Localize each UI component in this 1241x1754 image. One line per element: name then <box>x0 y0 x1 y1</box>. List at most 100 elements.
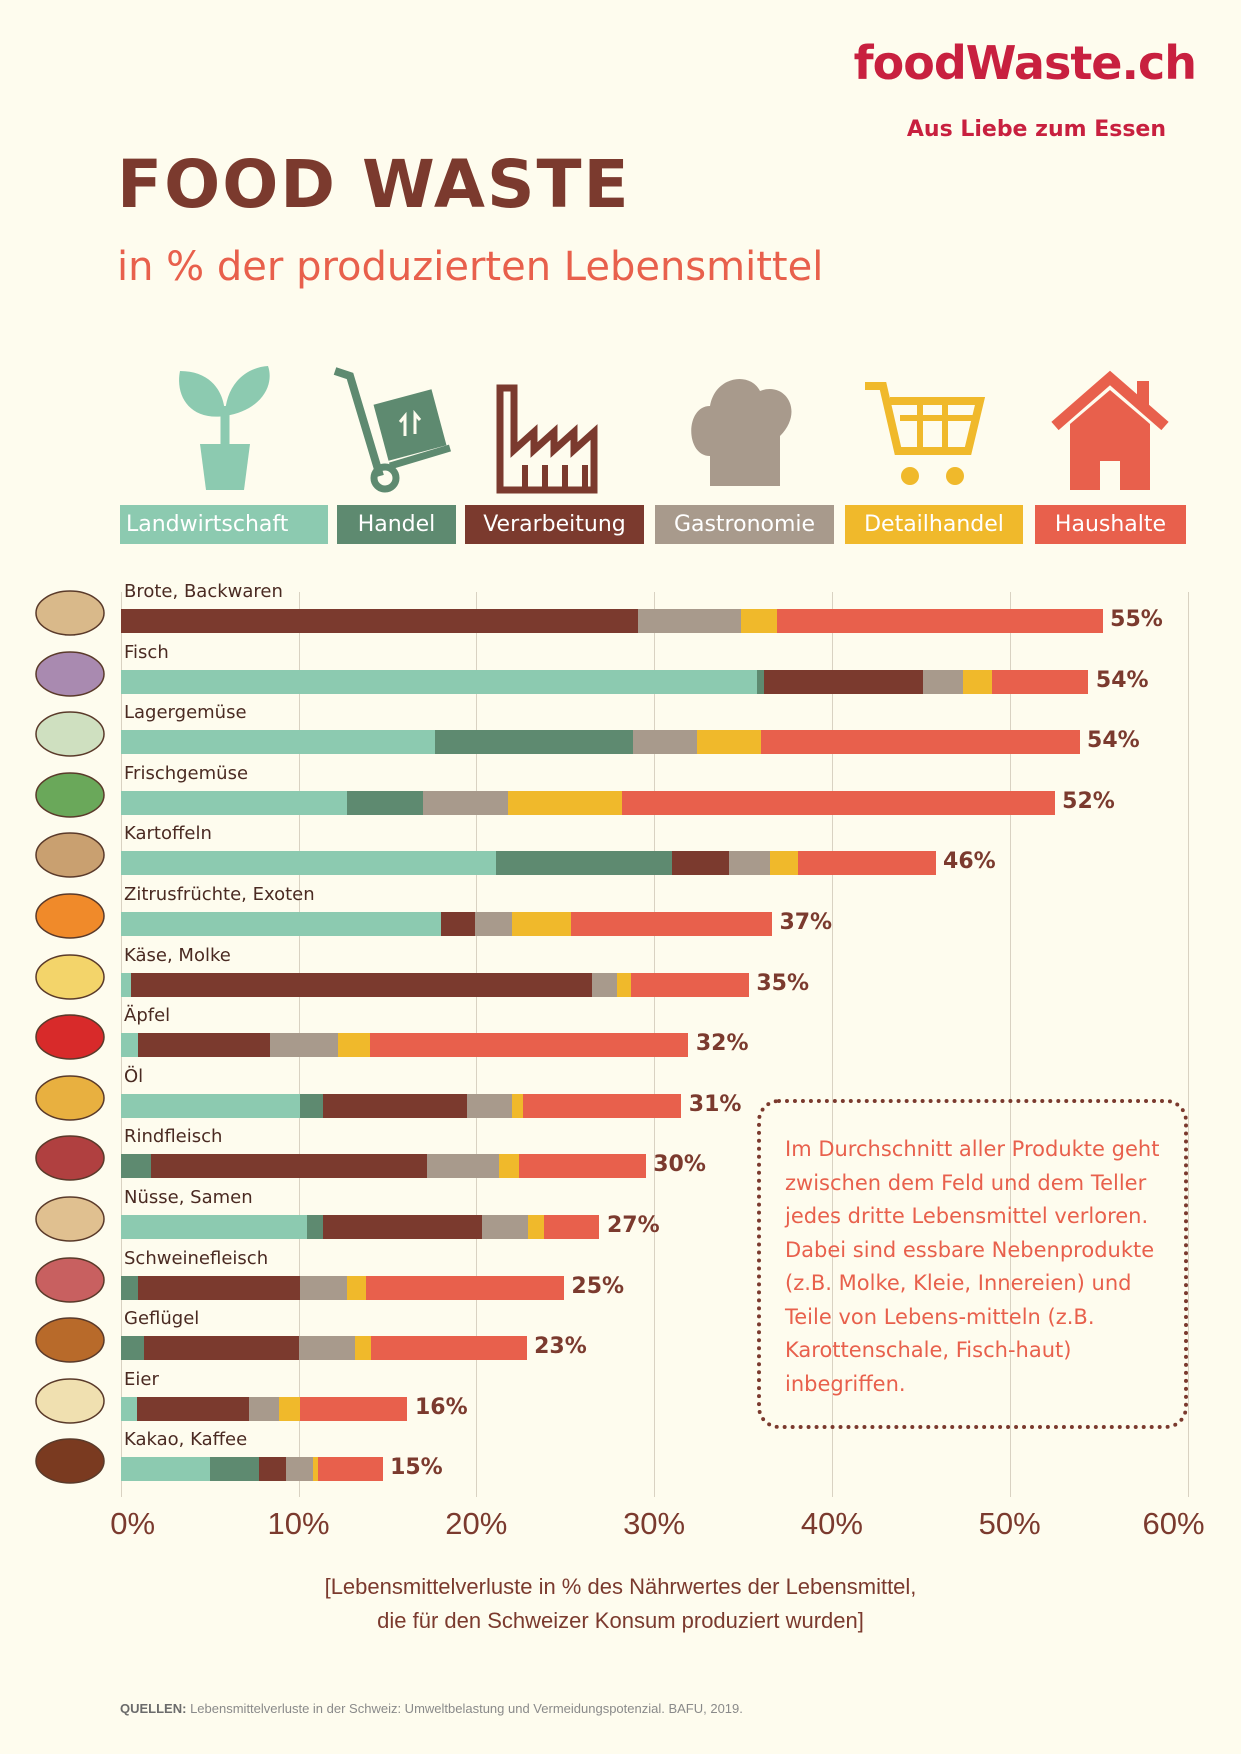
bar-segment-haushalte <box>318 1457 383 1482</box>
bar-segment-haushalte <box>570 912 772 936</box>
bar-segment-detailhandel <box>741 609 778 633</box>
total-label: 16% <box>414 1394 468 1420</box>
bar-segment-handel <box>346 790 424 815</box>
food-icon <box>28 704 112 760</box>
x-axis-caption: [Lebensmittelverluste in % des Nährwerte… <box>0 1570 1241 1638</box>
caption-line-1: [Lebensmittelverluste in % des Nährwerte… <box>324 1574 917 1599</box>
category-label: Lagergemüse <box>124 702 247 724</box>
category-label: Frischgemüse <box>124 762 249 784</box>
legend-gastronomie: Gastronomie <box>655 505 834 544</box>
bar-segment-gastronomie <box>270 1033 339 1058</box>
food-icon <box>28 886 112 942</box>
bar-segment-detailhandel <box>312 1457 319 1482</box>
bar-segment-verarbeitung <box>440 912 476 936</box>
plant-icon <box>179 366 270 490</box>
house-icon <box>1051 370 1169 490</box>
legend-label: Detailhandel <box>864 512 1004 537</box>
bar-segment-haushalte <box>798 851 936 876</box>
bar-segment-gastronomie <box>638 609 742 633</box>
bar-segment-handel <box>300 1093 324 1118</box>
bar-segment-detailhandel <box>499 1154 520 1179</box>
category-label: Kartoffeln <box>124 823 212 845</box>
bar-segment-gastronomie <box>591 972 618 997</box>
bar-segment-verarbeitung <box>138 1275 301 1300</box>
bar-segment-verarbeitung <box>138 1033 271 1058</box>
total-label: 55% <box>1110 607 1163 632</box>
hand-truck-icon <box>333 367 452 493</box>
x-tick-label: 40% <box>800 1506 863 1541</box>
bar-segment-gastronomie <box>300 1275 347 1300</box>
food-icon <box>28 765 112 821</box>
bar-segment-gastronomie <box>298 1336 356 1361</box>
food-icon <box>28 1310 112 1366</box>
caption-line-2: die für den Schweizer Konsum produziert … <box>377 1608 864 1633</box>
category-label: Schweinefleisch <box>124 1247 269 1269</box>
category-label: Nüsse, Samen <box>124 1187 253 1208</box>
source-label: QUELLEN: <box>120 1701 187 1716</box>
category-label: Kakao, Kaffee <box>124 1429 248 1451</box>
legend-label: Verarbeitung <box>483 512 626 537</box>
bar-segment-detailhandel <box>616 972 632 997</box>
legend-haushalte: Haushalte <box>1035 505 1186 544</box>
source-text: Lebensmittelverluste in der Schweiz: Umw… <box>190 1701 743 1716</box>
logo-tagline: Aus Liebe zum Essen <box>906 117 1166 142</box>
info-note: Im Durchschnitt aller Produkte geht zwis… <box>757 1099 1188 1429</box>
food-icon <box>28 1128 112 1184</box>
chef-hat-icon <box>691 379 792 486</box>
bar-segment-detailhandel <box>337 1033 371 1058</box>
bar-segment-handel <box>120 1154 152 1179</box>
bar-segment-detailhandel <box>508 790 623 815</box>
gridline <box>1009 592 1011 1497</box>
bar-segment-haushalte <box>522 1093 682 1118</box>
bar-segment-haushalte <box>776 609 1103 633</box>
bar-segment-handel <box>307 1215 324 1239</box>
food-icon <box>28 1250 112 1306</box>
bar-segment-verarbeitung <box>120 609 639 633</box>
category-label: Brote, Backwaren <box>124 581 283 602</box>
bar-segment-haushalte <box>622 790 1055 815</box>
bar-segment-landwirtschaft <box>120 790 347 815</box>
bar-segment-haushalte <box>760 730 1080 755</box>
bar-segment-handel <box>757 669 765 694</box>
bar-segment-detailhandel <box>527 1215 545 1239</box>
total-label: 31% <box>688 1091 742 1117</box>
total-label: 27% <box>606 1213 660 1238</box>
category-label: Eier <box>124 1368 159 1390</box>
legend-detailhandel: Detailhandel <box>845 505 1023 544</box>
bar-segment-gastronomie <box>286 1457 314 1482</box>
legend-label: Handel <box>357 512 436 537</box>
bar-segment-haushalte <box>371 1336 527 1361</box>
source-note: QUELLEN: Lebensmittelverluste in der Sch… <box>120 1701 743 1716</box>
bar-segment-detailhandel <box>278 1396 301 1421</box>
bar-segment-landwirtschaft <box>120 1093 301 1118</box>
bar-segment-gastronomie <box>632 730 698 755</box>
bar-segment-gastronomie <box>728 851 771 876</box>
bar-segment-landwirtschaft <box>120 730 436 755</box>
bar-segment-handel <box>495 851 673 876</box>
bar-segment-gastronomie <box>422 790 509 815</box>
bar-segment-haushalte <box>991 669 1089 694</box>
bar-segment-handel <box>120 1275 139 1300</box>
food-icon <box>28 583 112 639</box>
bar-segment-landwirtschaft <box>120 1215 308 1239</box>
food-icon <box>28 1371 112 1427</box>
bar-segment-landwirtschaft <box>120 669 758 694</box>
bar-segment-haushalte <box>366 1275 564 1300</box>
food-icon <box>28 644 112 700</box>
factory-icon <box>496 384 598 494</box>
total-label: 54% <box>1095 667 1149 693</box>
bar-segment-verarbeitung <box>150 1154 427 1179</box>
category-label: Geflügel <box>124 1308 200 1330</box>
bar-segment-verarbeitung <box>131 972 593 997</box>
page-subtitle: in % der produzierten Lebensmittel <box>117 244 824 290</box>
bar-segment-haushalte <box>543 1215 600 1239</box>
bar-segment-landwirtschaft <box>120 1457 211 1482</box>
bar-segment-gastronomie <box>922 669 964 694</box>
bar-segment-haushalte <box>300 1396 408 1421</box>
total-label: 35% <box>756 970 809 996</box>
food-icon <box>28 1068 112 1124</box>
bar-segment-landwirtschaft <box>120 912 442 936</box>
x-tick-label: 0% <box>110 1506 156 1541</box>
bar-segment-detailhandel <box>346 1275 367 1300</box>
total-label: 30% <box>653 1152 706 1178</box>
